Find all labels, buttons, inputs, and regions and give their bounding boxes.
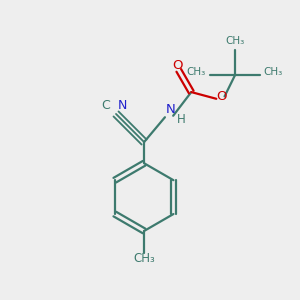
Text: CH₃: CH₃ bbox=[133, 252, 155, 265]
Text: C: C bbox=[101, 99, 110, 112]
Text: CH₃: CH₃ bbox=[187, 67, 206, 77]
Text: O: O bbox=[216, 90, 227, 103]
Text: N: N bbox=[118, 99, 127, 112]
Text: CH₃: CH₃ bbox=[226, 36, 245, 46]
Text: O: O bbox=[172, 58, 182, 72]
Text: H: H bbox=[177, 113, 186, 126]
Text: CH₃: CH₃ bbox=[264, 67, 283, 77]
Text: N: N bbox=[166, 103, 176, 116]
